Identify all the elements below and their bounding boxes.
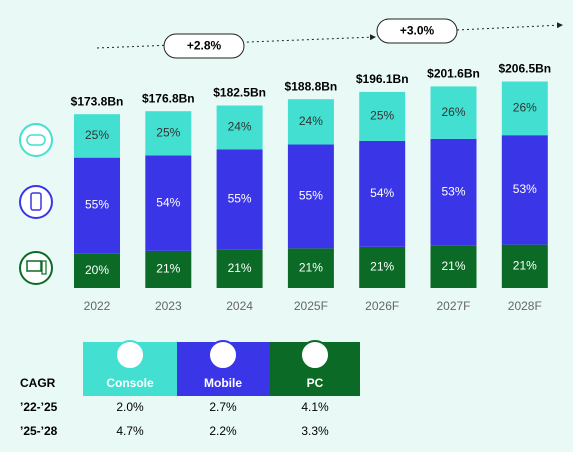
table-cell: 4.7% xyxy=(116,424,144,438)
segment-label: 21% xyxy=(299,260,323,274)
table-cell: 4.1% xyxy=(301,400,329,414)
segment-label: 55% xyxy=(228,192,252,206)
segment-label: 55% xyxy=(299,189,323,203)
total-label: $206.5Bn xyxy=(498,62,551,76)
total-label: $188.8Bn xyxy=(285,79,338,93)
bar-segment xyxy=(501,135,548,245)
segment-label: 21% xyxy=(156,262,180,276)
annotation: +2.8% xyxy=(187,39,222,53)
row-label: ’25-’28 xyxy=(20,424,58,438)
segment-label: 53% xyxy=(441,184,465,198)
table-cell: 2.7% xyxy=(209,400,237,414)
bar-segment xyxy=(287,144,334,249)
bar-segment xyxy=(359,140,406,247)
console-icon xyxy=(19,123,53,157)
table-header: Mobile xyxy=(204,376,242,390)
pc-icon xyxy=(19,251,53,285)
total-label: $176.8Bn xyxy=(142,91,195,105)
bar-segment xyxy=(216,149,263,250)
segment-label: 55% xyxy=(85,198,109,212)
bar-segment xyxy=(430,245,477,288)
segment-label: 20% xyxy=(85,263,109,277)
segment-label: 26% xyxy=(441,105,465,119)
bar-segment xyxy=(430,138,477,246)
bar-segment xyxy=(430,86,477,139)
total-label: $182.5Bn xyxy=(213,86,266,100)
table-title: CAGR xyxy=(20,376,56,390)
mobile-icon xyxy=(208,340,238,370)
table-header: PC xyxy=(307,376,324,390)
segment-label: 21% xyxy=(228,261,252,275)
console-icon xyxy=(115,340,145,370)
bar-segment xyxy=(287,99,334,145)
bar-segment xyxy=(216,249,263,288)
bar-segment xyxy=(145,111,192,156)
bar-segment xyxy=(145,155,192,251)
segment-label: 54% xyxy=(370,186,394,200)
bar-segment xyxy=(216,105,263,150)
segment-label: 21% xyxy=(370,260,394,274)
bar-segment xyxy=(74,253,120,288)
total-label: $196.1Bn xyxy=(356,72,409,86)
table-header: Console xyxy=(106,376,154,390)
annotation-pill xyxy=(376,18,458,44)
segment-label: 21% xyxy=(513,258,537,272)
table-cell: 3.3% xyxy=(301,424,329,438)
bar-segment xyxy=(287,248,334,288)
annotation: +3.0% xyxy=(400,24,435,38)
total-label: $173.8Bn xyxy=(71,94,124,108)
segment-label: 24% xyxy=(299,114,323,128)
bar-segment xyxy=(359,91,406,141)
row-label: ’22-’25 xyxy=(20,400,58,414)
table-cell: 2.0% xyxy=(116,400,144,414)
bar-segment xyxy=(501,244,548,288)
mobile-icon xyxy=(19,185,53,219)
x-tick-label: 2026F xyxy=(365,299,399,313)
table-cell: 2.2% xyxy=(209,424,237,438)
segment-label: 24% xyxy=(228,120,252,134)
segment-label: 25% xyxy=(156,125,180,139)
bar-segment xyxy=(359,246,406,288)
pc-icon xyxy=(300,340,330,370)
segment-label: 26% xyxy=(513,101,537,115)
bar-segment xyxy=(74,157,120,254)
segment-label: 54% xyxy=(156,195,180,209)
trend-arrow xyxy=(96,34,376,49)
bar-segment xyxy=(501,81,548,136)
segment-label: 21% xyxy=(441,259,465,273)
x-tick-label: 2028F xyxy=(508,299,542,313)
x-tick-label: 2023 xyxy=(155,299,182,313)
bar-segment xyxy=(145,250,192,288)
x-tick-label: 2024 xyxy=(226,299,253,313)
segment-label: 25% xyxy=(370,109,394,123)
x-tick-label: 2025F xyxy=(294,299,328,313)
segment-label: 53% xyxy=(513,182,537,196)
segment-label: 25% xyxy=(85,128,109,142)
x-tick-label: 2027F xyxy=(436,299,470,313)
total-label: $201.6Bn xyxy=(427,67,480,81)
annotation-pill xyxy=(163,33,245,59)
x-tick-label: 2022 xyxy=(84,299,111,313)
bar-segment xyxy=(74,114,120,158)
